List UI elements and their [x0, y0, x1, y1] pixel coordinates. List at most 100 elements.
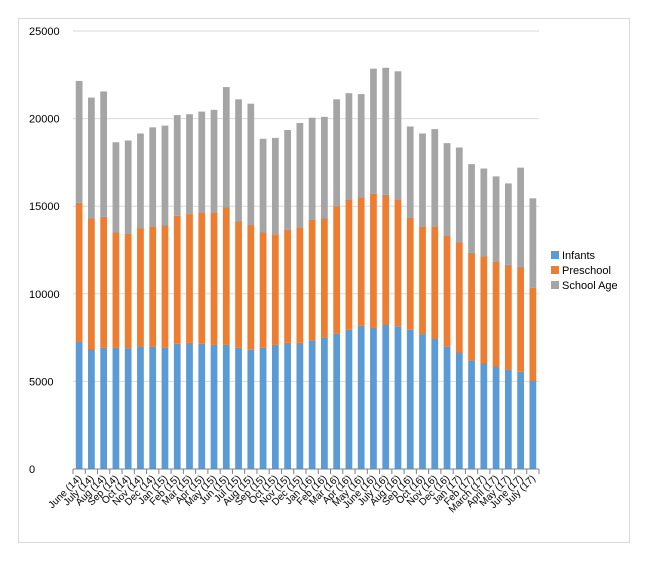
bar-infants — [198, 343, 206, 469]
bar-infants — [394, 326, 402, 469]
bar-school-age — [308, 117, 316, 220]
bar-preschool — [431, 226, 439, 339]
bar-preschool — [333, 206, 341, 334]
bar-school-age — [468, 164, 475, 253]
bar-preschool — [198, 212, 206, 344]
bar-infants — [112, 347, 120, 469]
bar-preschool — [517, 266, 524, 372]
bar-infants — [468, 360, 475, 469]
bar-school-age — [137, 133, 144, 229]
bar-school-age — [222, 87, 230, 208]
bar-school-age — [284, 129, 291, 230]
bar-school-age — [517, 167, 524, 267]
bar-school-age — [455, 147, 463, 243]
x-axis-tick-labels: June (14)July (14)Aug (14)Sep (14)Oct (1… — [47, 473, 538, 515]
y-tick-label: 20000 — [29, 114, 60, 126]
bar-preschool — [222, 207, 230, 345]
bar-school-age — [480, 168, 488, 257]
legend: Infants Preschool School Age — [551, 250, 618, 292]
bar-infants — [443, 346, 451, 469]
bar-school-age — [75, 80, 83, 203]
bar-infants — [504, 369, 512, 469]
bar-preschool — [443, 235, 451, 347]
bar-infants — [431, 338, 439, 469]
bar-school-age — [406, 126, 414, 218]
bar-preschool — [382, 194, 390, 325]
bar-preschool — [419, 226, 426, 335]
bar-infants — [333, 333, 341, 469]
y-tick-label: 0 — [29, 464, 35, 476]
bar-preschool — [112, 232, 120, 348]
y-tick-label: 25000 — [29, 26, 60, 38]
bar-infants — [308, 340, 316, 469]
bar-infants — [406, 329, 414, 469]
legend-swatch — [551, 266, 559, 274]
bar-school-age — [88, 97, 95, 219]
bar-preschool — [455, 242, 463, 353]
bar-preschool — [259, 232, 267, 348]
bar-infants — [492, 366, 500, 469]
bar-infants — [419, 334, 426, 469]
y-tick-label: 10000 — [29, 289, 60, 301]
bar-infants — [480, 363, 488, 469]
bar-infants — [149, 346, 157, 469]
bar-school-age — [235, 99, 242, 222]
bar-infants — [321, 337, 328, 469]
bar-preschool — [492, 261, 500, 367]
bar-preschool — [186, 214, 193, 343]
bar-preschool — [149, 226, 157, 347]
stacked-bar-chart: 0 5000 10000 15000 20000 25000 June (14)July … — [29, 26, 618, 515]
bar-infants — [100, 347, 108, 469]
bar-infants — [517, 371, 524, 469]
bar-school-age — [247, 103, 255, 225]
bar-school-age — [186, 114, 193, 215]
bar-infants — [137, 346, 144, 469]
bar-preschool — [308, 219, 316, 341]
bar-school-age — [443, 143, 451, 236]
bar-preschool — [370, 193, 377, 328]
bar-preschool — [406, 217, 414, 330]
bar-school-age — [394, 71, 402, 200]
bar-school-age — [112, 142, 120, 233]
bar-preschool — [284, 229, 291, 343]
bar-infants — [345, 329, 353, 469]
bar-preschool — [345, 199, 353, 330]
bar-preschool — [357, 197, 365, 326]
legend-label: Infants — [562, 250, 596, 262]
bar-preschool — [529, 287, 537, 381]
bar-school-age — [198, 111, 206, 213]
bar-school-age — [149, 127, 157, 227]
bar-infants — [186, 342, 193, 469]
bar-infants — [259, 347, 267, 469]
bar-preschool — [88, 218, 95, 349]
bar-school-age — [161, 125, 169, 226]
bars — [75, 67, 537, 469]
bar-preschool — [100, 216, 108, 348]
bar-infants — [235, 347, 242, 469]
bar-infants — [284, 342, 291, 469]
bar-preschool — [247, 224, 255, 350]
bar-preschool — [480, 256, 488, 364]
bar-infants — [370, 327, 377, 469]
bar-school-age — [124, 140, 132, 234]
bar-infants — [75, 341, 83, 469]
bar-infants — [529, 380, 537, 469]
bar-school-age — [504, 183, 512, 265]
y-tick-label: 5000 — [29, 376, 53, 388]
legend-label: Preschool — [562, 265, 611, 277]
bar-school-age — [382, 67, 390, 195]
chart-frame: 0 5000 10000 15000 20000 25000 June (14) July … — [18, 18, 630, 543]
bar-preschool — [394, 199, 402, 327]
bar-school-age — [492, 176, 500, 262]
bar-preschool — [296, 227, 304, 343]
bar-preschool — [271, 234, 279, 345]
bar-preschool — [468, 252, 475, 361]
bar-preschool — [321, 218, 328, 338]
bar-school-age — [333, 99, 341, 207]
bar-school-age — [259, 138, 267, 233]
bar-infants — [296, 342, 304, 469]
bar-preschool — [75, 202, 83, 342]
y-tick-label: 15000 — [29, 201, 60, 213]
legend-swatch — [551, 251, 559, 259]
bar-preschool — [504, 264, 512, 370]
